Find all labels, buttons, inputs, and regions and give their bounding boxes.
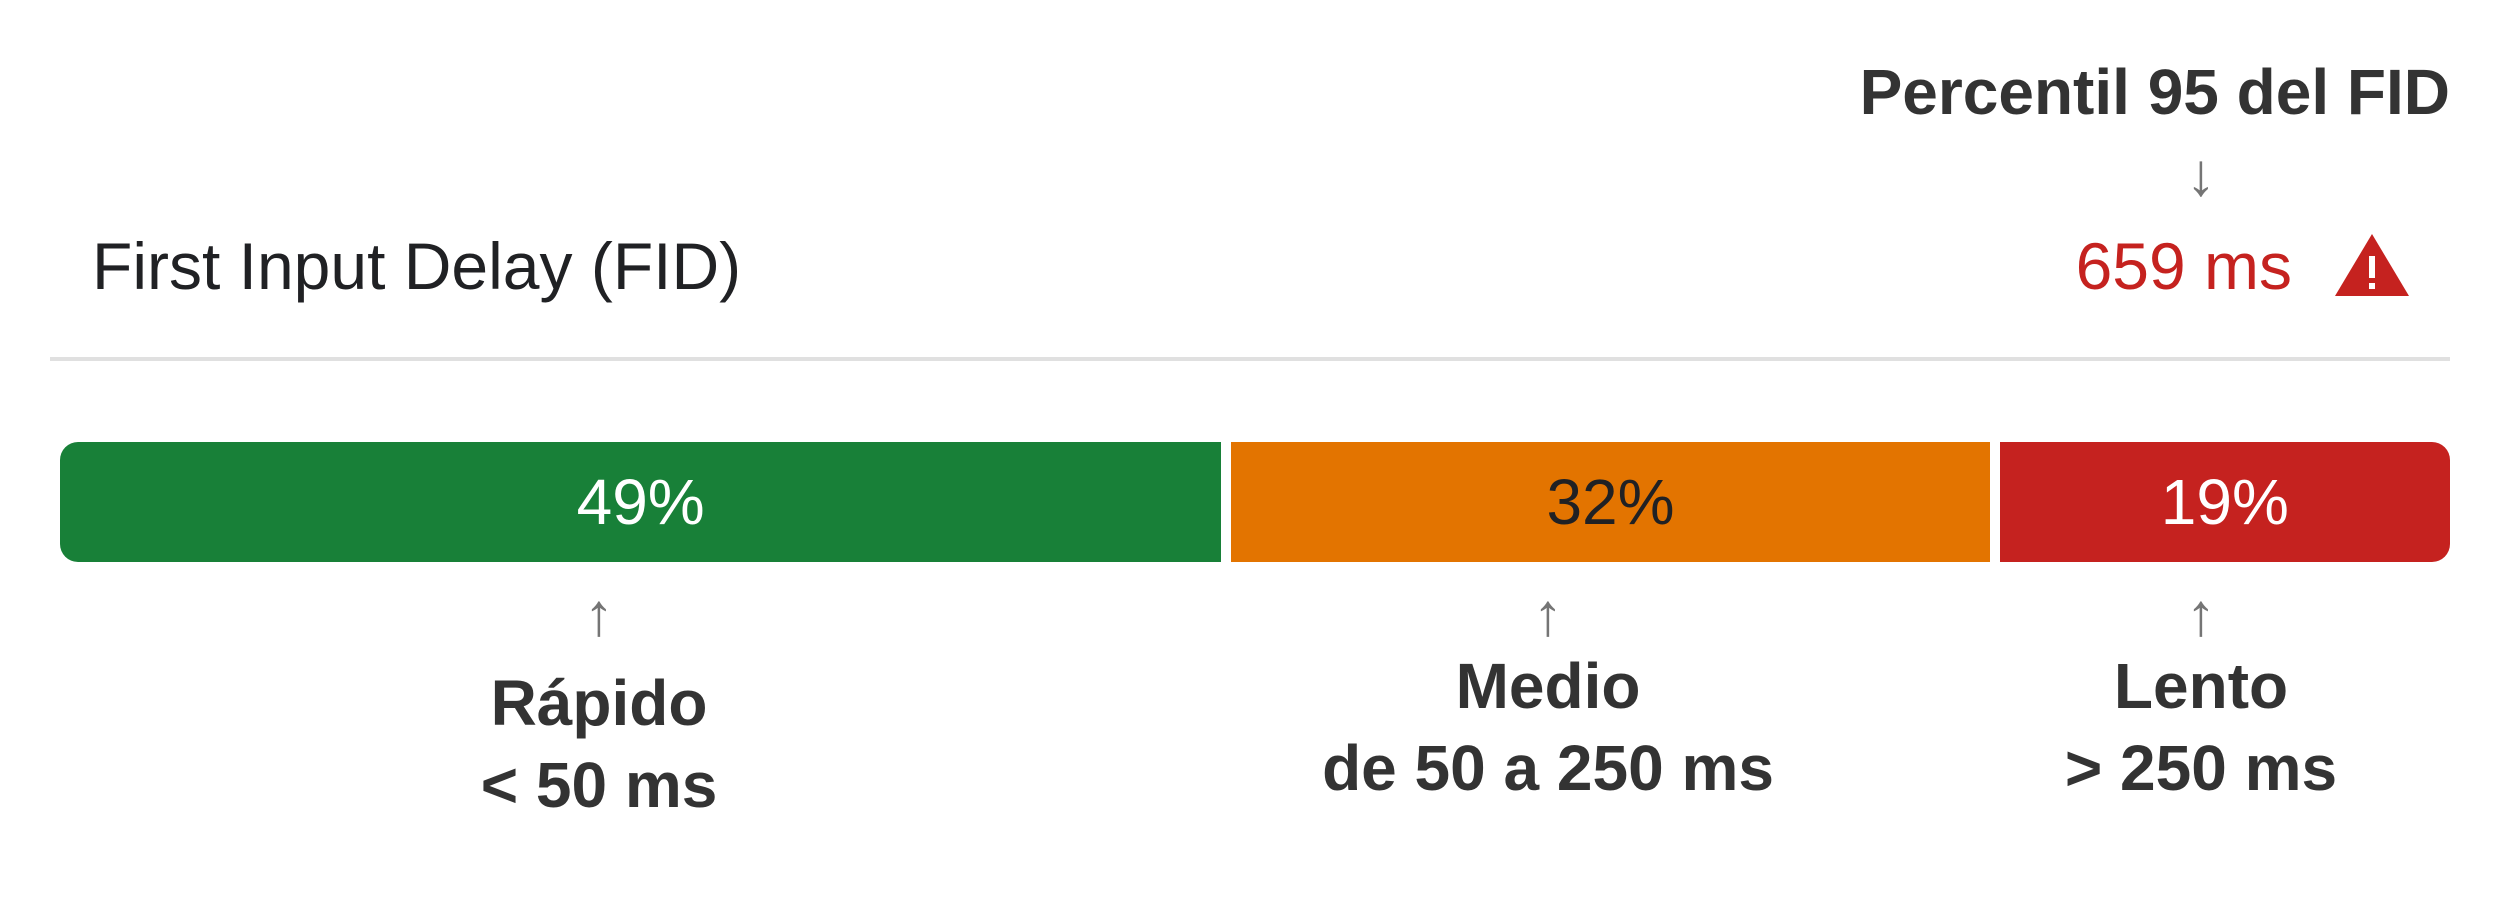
category-average: Medio de 50 a 250 ms	[1248, 645, 1848, 809]
category-fast-range: < 50 ms	[480, 749, 718, 821]
distribution-bar: 49% 32% 19%	[60, 442, 2450, 562]
category-average-name: Medio	[1455, 650, 1641, 722]
segment-average: 32%	[1231, 442, 1990, 562]
category-slow-name: Lento	[2113, 650, 2289, 722]
arrow-up-icon: ↑	[2186, 581, 2216, 648]
arrow-up-icon: ↑	[1533, 581, 1563, 648]
divider	[50, 357, 2450, 361]
segment-slow: 19%	[1999, 442, 2450, 562]
category-fast-name: Rápido	[490, 667, 708, 739]
arrow-down-icon: ↓	[2186, 141, 2216, 208]
category-slow-range: > 250 ms	[2064, 732, 2338, 804]
segment-fast: 49%	[60, 442, 1222, 562]
arrow-up-icon: ↑	[584, 581, 614, 648]
metric-label: First Input Delay (FID)	[92, 229, 742, 303]
category-slow: Lento > 250 ms	[1901, 645, 2500, 809]
p95-annotation-title: Percentil 95 del FID	[1859, 56, 2450, 128]
warning-triangle-icon	[2335, 234, 2409, 296]
category-fast: Rápido < 50 ms	[299, 662, 899, 826]
category-average-range: de 50 a 250 ms	[1322, 732, 1774, 804]
metric-value: 659 ms	[2075, 229, 2292, 303]
